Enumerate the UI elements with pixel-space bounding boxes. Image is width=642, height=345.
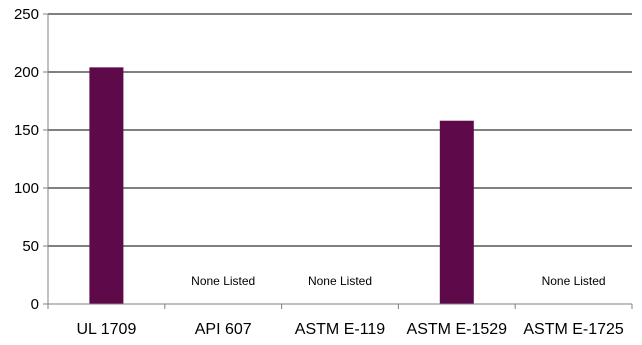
bar-ul-1709 bbox=[89, 67, 124, 304]
y-tick-label: 50 bbox=[22, 238, 39, 255]
none-listed-label: None Listed bbox=[308, 274, 372, 288]
data-labels: None Listed None Listed None Listed bbox=[191, 274, 605, 288]
bar-astm-e-1529 bbox=[439, 120, 474, 304]
x-tick-label: ASTM E-1725 bbox=[523, 321, 624, 338]
x-tick-label: ASTM E-1529 bbox=[407, 321, 508, 338]
bars bbox=[89, 67, 474, 304]
x-tick-label: API 607 bbox=[195, 321, 252, 338]
x-tick-label: UL 1709 bbox=[76, 321, 136, 338]
y-axis-ticks: 0 50 100 150 200 250 bbox=[14, 6, 49, 313]
x-tick-label: ASTM E-119 bbox=[295, 321, 386, 338]
gridlines bbox=[48, 13, 632, 247]
x-axis-tick-labels: UL 1709 API 607 ASTM E-119 ASTM E-1529 ASTM … bbox=[76, 321, 623, 338]
x-axis bbox=[47, 303, 633, 309]
y-tick-label: 100 bbox=[14, 180, 39, 197]
y-tick-label: 250 bbox=[14, 6, 39, 23]
y-tick-label: 150 bbox=[14, 122, 39, 139]
y-tick-label: 0 bbox=[31, 296, 39, 313]
y-tick-label: 200 bbox=[14, 64, 39, 81]
none-listed-label: None Listed bbox=[191, 274, 255, 288]
none-listed-label: None Listed bbox=[542, 274, 606, 288]
